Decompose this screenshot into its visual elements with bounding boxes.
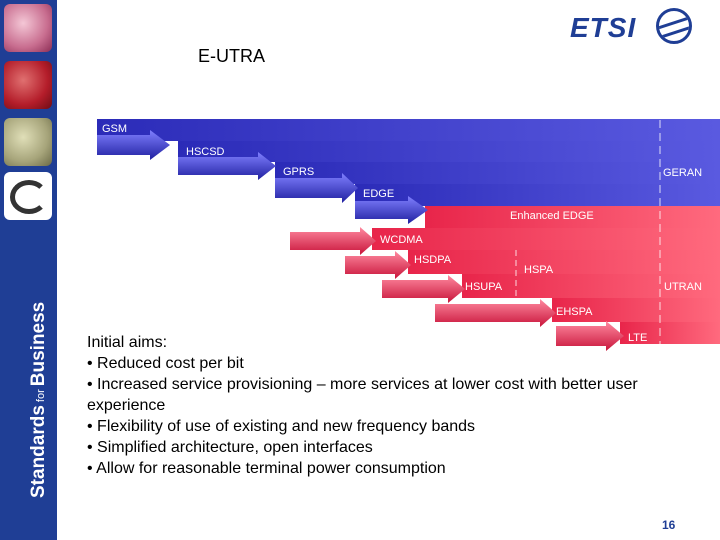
label-hspa: HSPA (524, 264, 554, 276)
logo-text: ETSI (570, 12, 637, 43)
band-ehspa (552, 298, 720, 322)
etsi-logo: ETSI (570, 8, 710, 44)
label-enhanced-edge: Enhanced EDGE (510, 210, 594, 222)
label-utran: UTRAN (664, 281, 702, 293)
aim-item: • Reduced cost per bit (87, 355, 244, 372)
label-hsupa: HSUPA (465, 281, 503, 293)
band-hsdpa (408, 250, 720, 274)
band-gsm (97, 119, 720, 141)
photo-thumbnail (4, 118, 52, 166)
band-hscsd (178, 141, 720, 162)
band-hsupa (462, 274, 720, 298)
arrow-edge (355, 196, 428, 224)
arrow-hsdpa (345, 251, 411, 279)
slide-title: E-UTRA (198, 46, 265, 66)
arrow-lte (556, 321, 624, 351)
label-gprs: GPRS (283, 166, 315, 178)
photo-thumbnail (4, 4, 52, 52)
label-edge: EDGE (363, 188, 395, 200)
band-gprs (275, 162, 720, 184)
band-wcdma (372, 228, 720, 250)
aim-item: • Flexibility of use of existing and new… (87, 418, 476, 435)
arrow-hsupa (382, 275, 465, 303)
label-hsdpa: HSDPA (414, 254, 452, 266)
globe-icon (656, 8, 692, 44)
label-geran: GERAN (663, 167, 703, 179)
photo-thumbnail (4, 61, 52, 109)
arrow-wcdma (290, 227, 376, 255)
aims-heading: Initial aims: (87, 334, 168, 351)
arrow-gprs (275, 173, 358, 203)
aim-item: • Simplified architecture, open interfac… (87, 439, 373, 456)
aim-item: • Increased service provisioning – more … (87, 376, 638, 414)
band-enhanced-edge (425, 206, 720, 228)
arrow-gsm (97, 130, 170, 160)
label-wcdma: WCDMA (380, 234, 423, 246)
arrow-hscsd (178, 152, 276, 180)
arrow-ehspa (435, 299, 556, 327)
sidebar: StandardsforBusiness (0, 0, 57, 540)
label-hscsd: HSCSD (186, 146, 225, 158)
initial-aims-text: Initial aims: • Reduced cost per bit • I… (87, 332, 717, 479)
label-ehspa: EHSPA (556, 306, 593, 318)
page-number: 16 (662, 518, 676, 532)
aim-item: • Allow for reasonable terminal power co… (87, 460, 446, 477)
label-lte: LTE (628, 332, 648, 344)
label-gsm: GSM (102, 123, 128, 135)
band-edge (355, 184, 720, 206)
band-lte (620, 322, 720, 344)
logo-thumbnail (4, 172, 52, 220)
